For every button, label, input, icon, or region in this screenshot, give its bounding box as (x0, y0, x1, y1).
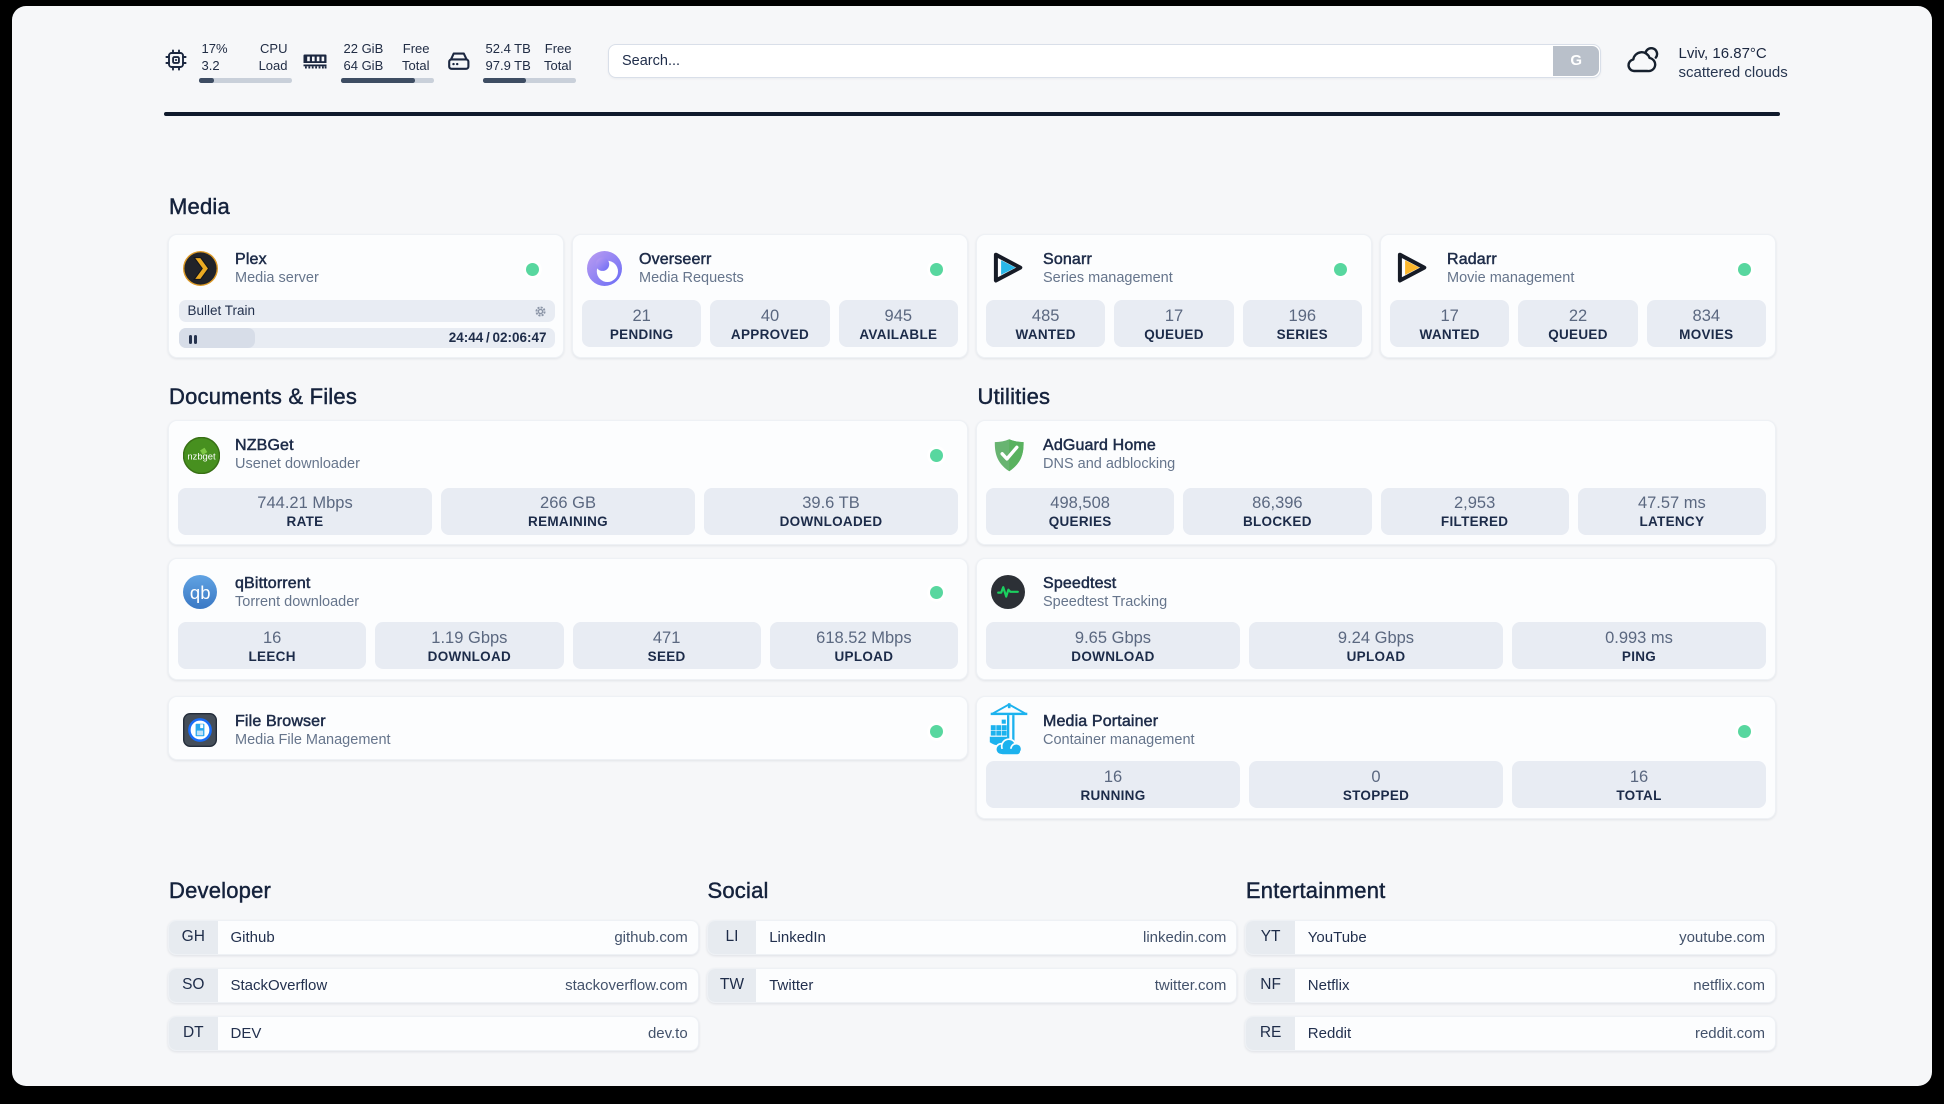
svg-text:nzbget: nzbget (187, 451, 216, 462)
svg-text:qb: qb (190, 582, 211, 603)
